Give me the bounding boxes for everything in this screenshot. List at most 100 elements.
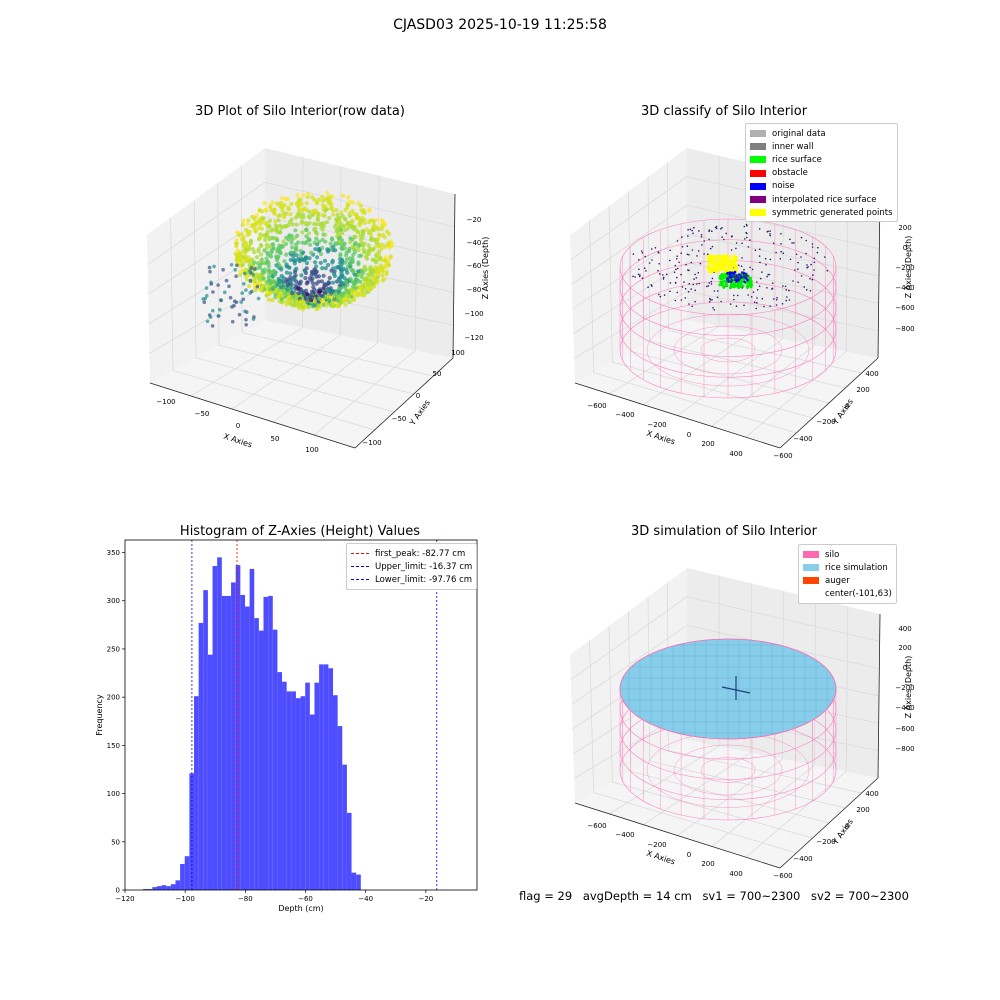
data-point xyxy=(325,195,330,201)
silo-ring xyxy=(619,301,837,399)
data-point xyxy=(357,221,362,226)
legend-entry: silo xyxy=(803,548,892,561)
noise-point xyxy=(729,280,733,284)
interpolated-point xyxy=(733,294,735,297)
data-point xyxy=(312,240,317,245)
y-tick-label: 150 xyxy=(107,742,120,750)
interpolated-point xyxy=(769,258,772,261)
data-point xyxy=(243,309,247,314)
histogram-bar xyxy=(175,880,181,890)
data-point xyxy=(247,284,252,289)
data-point xyxy=(267,290,272,295)
legend-label: auger xyxy=(825,575,850,586)
data-point xyxy=(358,237,364,242)
x-tick-label: −60 xyxy=(298,895,313,903)
data-point xyxy=(337,276,342,281)
data-point xyxy=(273,219,278,224)
data-point xyxy=(251,278,257,283)
data-point xyxy=(339,268,344,273)
interpolated-point xyxy=(688,254,690,256)
data-point xyxy=(295,193,300,198)
data-point xyxy=(260,270,265,275)
axis-line xyxy=(877,613,881,779)
data-point xyxy=(265,229,270,234)
grid-line xyxy=(241,165,243,333)
legend-entry: Lower_limit: -97.76 cm xyxy=(351,573,472,586)
interpolated-point xyxy=(789,238,791,241)
data-point xyxy=(243,259,248,264)
interpolated-point xyxy=(805,239,807,242)
grid-line xyxy=(231,334,341,410)
data-point xyxy=(338,252,343,257)
y-axis-tick-label: 400 xyxy=(865,790,878,798)
data-point xyxy=(248,279,253,284)
data-point xyxy=(245,222,250,227)
interpolated-point xyxy=(746,236,748,239)
grid-line xyxy=(686,290,879,332)
interpolated-point xyxy=(754,249,757,251)
data-point xyxy=(238,269,243,274)
data-point xyxy=(253,288,258,293)
interpolated-point xyxy=(733,298,735,301)
data-point xyxy=(286,291,291,297)
data-point xyxy=(368,218,373,223)
y-axis-label: Y Axies xyxy=(830,397,855,427)
data-point xyxy=(358,279,363,284)
data-point xyxy=(258,222,263,227)
interpolated-point xyxy=(662,278,665,280)
z-axis-tick-label: 200 xyxy=(898,644,911,652)
z-axis-tick-label: −60 xyxy=(467,262,482,270)
data-point xyxy=(356,262,361,267)
x-axis-tick-label: 0 xyxy=(236,422,240,430)
data-point xyxy=(317,239,322,244)
interpolated-point xyxy=(725,232,727,235)
data-point xyxy=(272,268,277,274)
data-point xyxy=(209,282,214,286)
interpolated-point xyxy=(779,257,782,260)
interpolated-point xyxy=(687,229,689,231)
legend-entry: original data xyxy=(750,127,893,140)
interpolated-point xyxy=(817,246,819,249)
data-point xyxy=(375,278,380,284)
floor-pane xyxy=(150,320,453,448)
interpolated-point xyxy=(638,259,640,261)
data-point xyxy=(331,244,336,249)
data-point xyxy=(253,229,258,234)
data-point xyxy=(316,274,322,279)
z-axis-tick-label: −20 xyxy=(467,216,482,224)
y-axis-tick-label: −600 xyxy=(773,872,792,880)
data-point xyxy=(248,269,252,273)
interpolated-point xyxy=(637,273,640,276)
data-point xyxy=(210,324,215,328)
data-point xyxy=(362,217,367,222)
data-point xyxy=(295,233,300,238)
data-point xyxy=(306,305,312,310)
data-point xyxy=(374,270,380,275)
symmetric-point xyxy=(732,254,736,258)
histogram-bar xyxy=(258,630,264,890)
symmetric-point xyxy=(726,263,730,267)
interpolated-point xyxy=(681,286,684,288)
y-axis-tick-label: −600 xyxy=(773,452,792,460)
interpolated-point xyxy=(696,283,698,285)
grid-line xyxy=(745,351,847,438)
interpolated-point xyxy=(763,305,765,308)
grid-line xyxy=(272,342,379,423)
interpolated-point xyxy=(662,276,665,279)
data-point xyxy=(341,291,346,296)
data-point xyxy=(252,267,257,271)
data-point xyxy=(368,278,373,283)
data-point xyxy=(266,264,271,269)
histogram-bar xyxy=(286,691,292,890)
y-axis-label: Y Axies xyxy=(830,817,855,847)
data-point xyxy=(297,306,302,311)
data-point xyxy=(269,228,274,233)
noise-point xyxy=(729,276,733,279)
data-point xyxy=(279,273,284,279)
histogram-bar xyxy=(333,695,338,890)
symmetric-point xyxy=(715,256,719,260)
legend-label: obstacle xyxy=(772,168,808,179)
histogram-bar xyxy=(319,664,324,890)
data-point xyxy=(354,277,359,282)
interpolated-point xyxy=(793,242,795,244)
